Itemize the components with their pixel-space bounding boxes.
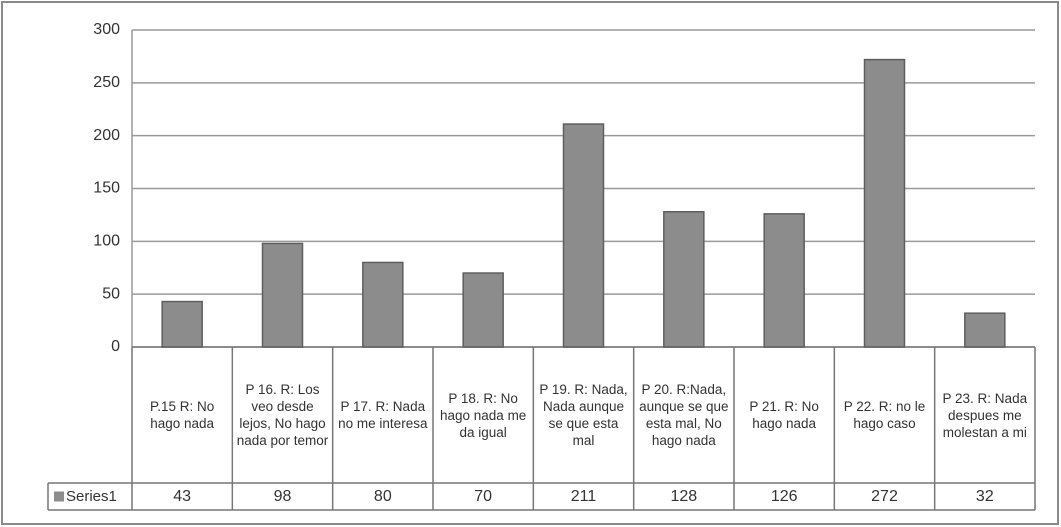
x-tick-label: P 18. R: No hago nada me da igual: [440, 390, 527, 440]
y-tick-label: 300: [93, 21, 120, 38]
table-value: 43: [173, 488, 192, 505]
x-tick-label: P.15 R: No hago nada: [150, 399, 215, 431]
x-tick-label: P 22. R: no le hago caso: [843, 399, 926, 431]
bar: [763, 213, 805, 348]
table-value: 70: [474, 488, 493, 505]
x-tick-label: P 23. R: Nada despues me molestan a mi: [942, 390, 1028, 440]
x-tick-label: P 16. R: Los veo desde lejos, No hago na…: [236, 382, 329, 448]
y-tick-label: 250: [93, 74, 120, 91]
bar: [462, 272, 504, 348]
bar: [663, 210, 705, 348]
y-tick-label: 150: [93, 180, 120, 197]
table-value: 128: [670, 488, 698, 505]
legend-key: [54, 491, 64, 502]
x-tick-label: P 19. R: Nada, Nada aunque se que esta m…: [539, 382, 628, 448]
bar: [964, 312, 1006, 348]
bar: [362, 261, 404, 348]
x-tick-label: P 20. R:Nada, aunque se que esta mal, No…: [639, 382, 729, 448]
table-value: 32: [975, 488, 994, 505]
bar: [562, 123, 605, 348]
y-tick-label: 0: [111, 338, 120, 355]
y-tick-label: 100: [93, 233, 120, 250]
table-value: 272: [871, 488, 898, 505]
x-tick-label: P 17. R: Nada no me interesa: [338, 399, 428, 431]
y-tick-label: 50: [102, 285, 120, 302]
table-value: 211: [570, 488, 597, 505]
legend-label: Series1: [66, 488, 117, 505]
y-tick-label: 200: [93, 127, 120, 144]
bar: [261, 242, 304, 348]
x-tick-label: P 21. R: No hago nada: [749, 399, 819, 431]
table-value: 98: [273, 488, 292, 505]
table-value: 126: [770, 488, 798, 505]
bar: [863, 58, 906, 348]
table-value: 80: [373, 488, 392, 505]
bar: [161, 300, 203, 348]
